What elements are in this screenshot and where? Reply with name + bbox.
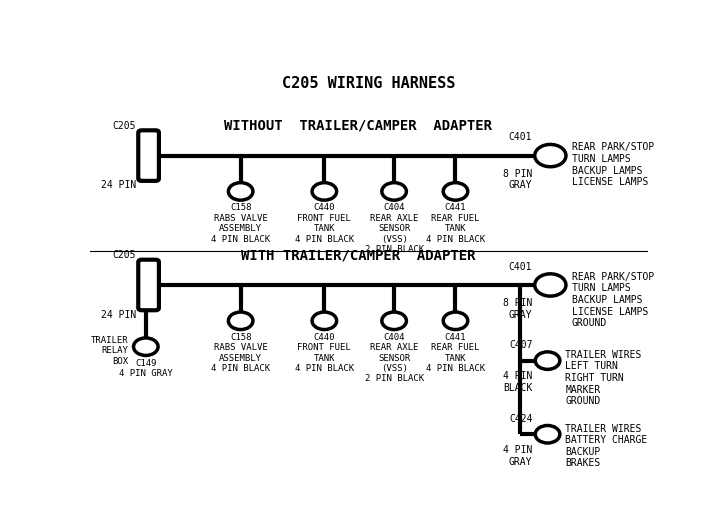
FancyBboxPatch shape bbox=[138, 130, 159, 181]
Text: WITHOUT  TRAILER/CAMPER  ADAPTER: WITHOUT TRAILER/CAMPER ADAPTER bbox=[224, 119, 492, 133]
Circle shape bbox=[535, 425, 560, 443]
Circle shape bbox=[535, 352, 560, 369]
Text: C205: C205 bbox=[112, 250, 136, 260]
Text: C404
REAR AXLE
SENSOR
(VSS)
2 PIN BLACK: C404 REAR AXLE SENSOR (VSS) 2 PIN BLACK bbox=[364, 203, 423, 254]
Text: C441
REAR FUEL
TANK
4 PIN BLACK: C441 REAR FUEL TANK 4 PIN BLACK bbox=[426, 203, 485, 244]
Circle shape bbox=[382, 312, 406, 329]
Text: C407: C407 bbox=[509, 340, 533, 350]
Text: REAR PARK/STOP
TURN LAMPS
BACKUP LAMPS
LICENSE LAMPS: REAR PARK/STOP TURN LAMPS BACKUP LAMPS L… bbox=[572, 143, 654, 187]
Text: C149
4 PIN GRAY: C149 4 PIN GRAY bbox=[119, 359, 173, 378]
Text: 8 PIN
GRAY: 8 PIN GRAY bbox=[503, 169, 532, 190]
Text: C158
RABS VALVE
ASSEMBLY
4 PIN BLACK: C158 RABS VALVE ASSEMBLY 4 PIN BLACK bbox=[211, 333, 270, 373]
Text: C205 WIRING HARNESS: C205 WIRING HARNESS bbox=[282, 76, 456, 91]
Text: C440
FRONT FUEL
TANK
4 PIN BLACK: C440 FRONT FUEL TANK 4 PIN BLACK bbox=[294, 333, 354, 373]
Text: WITH TRAILER/CAMPER  ADAPTER: WITH TRAILER/CAMPER ADAPTER bbox=[240, 248, 475, 262]
Circle shape bbox=[312, 183, 337, 200]
Text: C424: C424 bbox=[509, 414, 533, 423]
Text: C441
REAR FUEL
TANK
4 PIN BLACK: C441 REAR FUEL TANK 4 PIN BLACK bbox=[426, 333, 485, 373]
Text: TRAILER WIRES
BATTERY CHARGE
BACKUP
BRAKES: TRAILER WIRES BATTERY CHARGE BACKUP BRAK… bbox=[565, 423, 648, 468]
Text: TRAILER WIRES
LEFT TURN
RIGHT TURN
MARKER
GROUND: TRAILER WIRES LEFT TURN RIGHT TURN MARKE… bbox=[565, 350, 642, 406]
Text: 24 PIN: 24 PIN bbox=[101, 310, 136, 320]
Text: C440
FRONT FUEL
TANK
4 PIN BLACK: C440 FRONT FUEL TANK 4 PIN BLACK bbox=[294, 203, 354, 244]
Text: 4 PIN
BLACK: 4 PIN BLACK bbox=[503, 371, 533, 393]
Circle shape bbox=[228, 312, 253, 329]
Text: C401: C401 bbox=[508, 262, 532, 272]
Circle shape bbox=[133, 338, 158, 355]
Text: 8 PIN
GRAY: 8 PIN GRAY bbox=[503, 298, 532, 320]
Circle shape bbox=[535, 144, 566, 167]
Circle shape bbox=[312, 312, 337, 329]
FancyBboxPatch shape bbox=[138, 260, 159, 310]
Circle shape bbox=[444, 312, 468, 329]
Text: C158
RABS VALVE
ASSEMBLY
4 PIN BLACK: C158 RABS VALVE ASSEMBLY 4 PIN BLACK bbox=[211, 203, 270, 244]
Circle shape bbox=[382, 183, 406, 200]
Text: 24 PIN: 24 PIN bbox=[101, 180, 136, 190]
Circle shape bbox=[228, 183, 253, 200]
Circle shape bbox=[535, 274, 566, 296]
Text: 4 PIN
GRAY: 4 PIN GRAY bbox=[503, 445, 533, 467]
Text: REAR PARK/STOP
TURN LAMPS
BACKUP LAMPS
LICENSE LAMPS
GROUND: REAR PARK/STOP TURN LAMPS BACKUP LAMPS L… bbox=[572, 272, 654, 328]
Text: C401: C401 bbox=[508, 132, 532, 143]
Circle shape bbox=[444, 183, 468, 200]
Text: C404
REAR AXLE
SENSOR
(VSS)
2 PIN BLACK: C404 REAR AXLE SENSOR (VSS) 2 PIN BLACK bbox=[364, 333, 423, 383]
Text: C205: C205 bbox=[112, 120, 136, 131]
Text: TRAILER
RELAY
BOX: TRAILER RELAY BOX bbox=[90, 336, 128, 366]
